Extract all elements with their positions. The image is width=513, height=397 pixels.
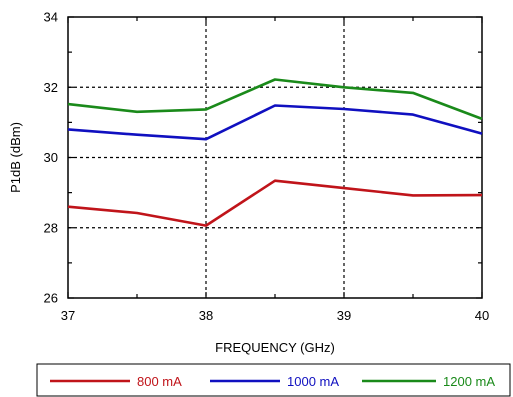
series-line-2 — [67, 78, 483, 121]
x-tick-labels: 37 38 39 40 — [61, 308, 489, 323]
data-series — [67, 78, 483, 227]
y-tick-label: 34 — [44, 10, 58, 25]
y-tick-label: 30 — [44, 150, 58, 165]
x-axis-label: FREQUENCY (GHz) — [215, 340, 335, 355]
legend-label-2: 1200 mA — [443, 374, 495, 389]
legend-label-1: 1000 mA — [287, 374, 339, 389]
x-tick-label: 39 — [337, 308, 351, 323]
series-line-1 — [67, 104, 483, 141]
axis-ticks — [67, 16, 483, 299]
y-tick-labels: 26 28 30 32 34 — [44, 10, 58, 306]
legend: 800 mA 1000 mA 1200 mA — [36, 363, 511, 397]
y-tick-label: 26 — [44, 291, 58, 306]
x-tick-label: 40 — [475, 308, 489, 323]
grid-lines — [68, 17, 482, 298]
legend-label-0: 800 mA — [137, 374, 182, 389]
series-line-0 — [67, 179, 483, 227]
y-tick-label: 32 — [44, 80, 58, 95]
y-axis-label: P1dB (dBm) — [8, 122, 23, 193]
y-tick-label: 28 — [44, 220, 58, 235]
x-tick-label: 38 — [199, 308, 213, 323]
x-tick-label: 37 — [61, 308, 75, 323]
